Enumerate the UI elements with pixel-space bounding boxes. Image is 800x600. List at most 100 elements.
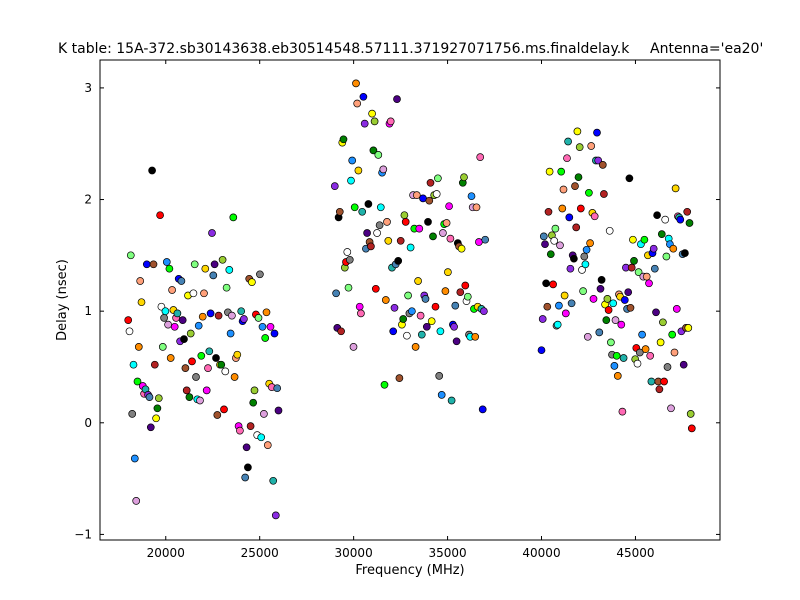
data-point [629,235,637,244]
data-point [620,296,629,304]
data-point [269,476,278,485]
data-point [256,270,264,279]
data-point [686,410,695,418]
data-point [627,263,636,272]
data-point [363,229,371,237]
data-point [352,79,360,88]
data-point [656,338,665,347]
data-point [589,295,598,303]
data-point [619,354,628,362]
data-point [663,363,672,371]
x-tick-label: 20000 [147,546,185,560]
data-point [475,238,483,246]
data-point [574,173,583,182]
data-point [546,250,555,259]
data-point [240,315,248,323]
data-point [586,239,594,247]
data-point [173,309,182,318]
data-point [332,289,340,298]
data-point [136,277,145,285]
data-point [189,289,198,298]
data-point [220,405,228,414]
data-point [202,386,211,395]
data-point [355,302,364,311]
data-point [390,303,399,312]
data-point [676,215,685,224]
data-point [399,315,408,323]
data-point [344,283,353,292]
data-point [162,258,171,266]
data-point [571,182,579,190]
data-point [241,473,250,482]
data-point [561,309,570,318]
data-point [610,362,619,370]
data-point [580,252,589,261]
data-point [661,215,670,224]
data-point [573,127,582,136]
data-point [427,317,436,326]
data-point [257,433,266,442]
x-tick-label: 30000 [335,546,373,560]
data-point [447,396,456,405]
data-point [585,188,593,197]
data-point [170,322,179,331]
data-point [653,211,661,220]
data-point [165,264,174,273]
data-point [168,286,176,294]
data-point [150,360,159,369]
data-point [396,236,405,245]
data-point [565,213,574,222]
data-point [685,219,694,227]
data-point [360,119,369,128]
data-point [457,244,466,253]
data-point [649,244,658,253]
data-point [683,207,692,216]
data-point [634,268,643,276]
data-point [593,128,601,137]
data-point [416,311,425,320]
data-point [359,92,368,101]
data-point [400,211,409,220]
data-point [605,226,614,235]
data-point [192,373,200,381]
data-point [543,302,552,311]
data-point [254,314,263,322]
data-point [456,288,465,297]
data-point [421,295,430,303]
data-point [572,223,581,232]
data-point [597,276,606,284]
data-point [436,327,445,336]
x-tick-label: 35000 [428,546,466,560]
data-point [401,218,410,226]
data-point [354,166,363,175]
y-axis-label: Delay (nsec) [55,259,70,341]
data-point [429,232,437,241]
y-tick-label: 1 [84,304,92,318]
data-point [347,176,355,185]
data-point [422,322,431,331]
x-axis-label: Frequency (MHz) [355,563,464,578]
data-point [330,182,339,190]
data-point [437,391,446,399]
data-point [587,142,596,150]
data-point [237,307,246,316]
data-point [124,316,133,324]
data-point [250,386,259,395]
data-point [633,359,642,368]
data-point [393,95,401,103]
data-point [210,260,219,269]
data-point [233,350,242,359]
data-point [596,284,605,293]
data-point [560,291,569,300]
data-point [570,254,578,263]
data-point [249,398,258,407]
data-point [553,320,562,329]
data-point [445,202,453,211]
data-point [357,309,365,318]
data-point [348,156,357,165]
data-point [559,185,568,194]
data-point [417,330,426,339]
data-point [132,497,141,505]
data-point [218,255,227,264]
data-point [137,298,146,307]
